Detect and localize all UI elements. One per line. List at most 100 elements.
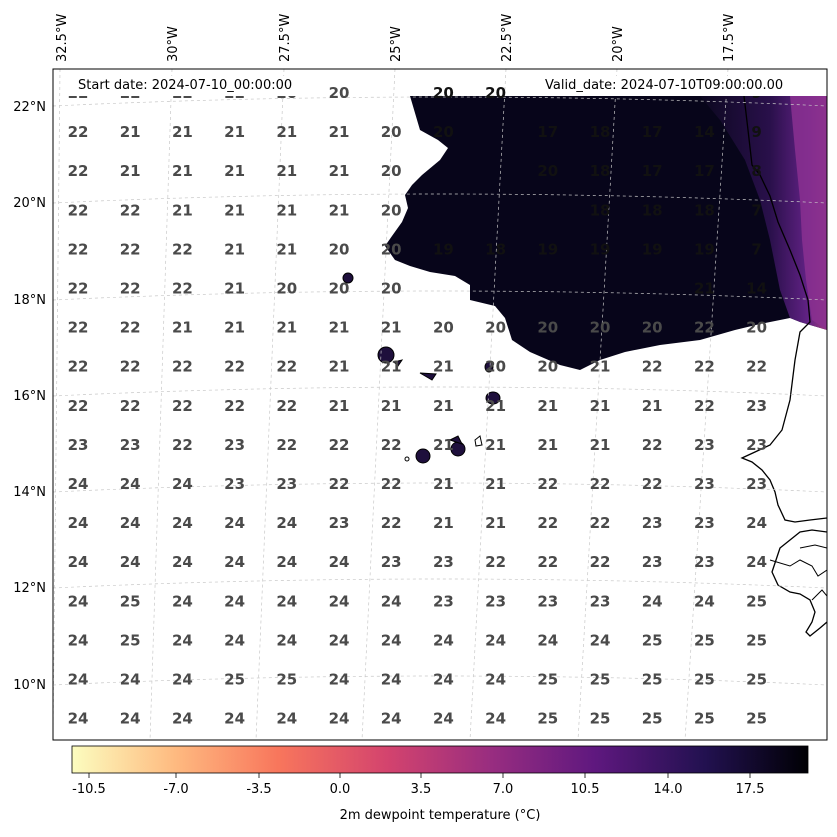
grid-value: 24 (120, 514, 141, 532)
island (419, 372, 437, 381)
grid-value: 22 (381, 514, 402, 532)
grid-value: 20 (433, 319, 454, 337)
grid-value: 22 (329, 436, 350, 454)
grid-value: 23 (590, 592, 611, 610)
lat-label: 14°N (13, 485, 46, 500)
grid-value: 24 (224, 514, 245, 532)
grid-value: 19 (433, 240, 454, 258)
grid-value: 24 (590, 631, 611, 649)
grid-value: 21 (224, 162, 245, 180)
latitude-labels: 22°N 20°N 18°N 16°N 14°N 12°N 10°N (13, 100, 46, 693)
grid-value: 22 (590, 475, 611, 493)
grid-value: 25 (537, 671, 558, 689)
grid-value: 24 (746, 553, 767, 571)
grid-value: 24 (120, 553, 141, 571)
island (342, 272, 354, 284)
grid-value: 21 (381, 397, 402, 415)
grid-value: 21 (329, 319, 350, 337)
grid-value: 22 (172, 436, 193, 454)
grid-value: 24 (120, 671, 141, 689)
colorbar-tick-label: 3.5 (411, 782, 432, 797)
grid-value: 22 (120, 319, 141, 337)
lon-label: 32.5°W (55, 14, 70, 62)
grid-value: 14 (746, 280, 767, 298)
island (485, 391, 501, 405)
grid-value: 22 (642, 358, 663, 376)
grid-value: 20 (329, 280, 350, 298)
grid-value: 17 (642, 162, 663, 180)
grid-value: 24 (485, 710, 506, 728)
grid-value: 7 (751, 201, 761, 219)
grid-value: 24 (120, 710, 141, 728)
grid-value: 22 (746, 358, 767, 376)
colorbar-tick-label: -3.5 (246, 782, 271, 797)
coastline-south (771, 529, 827, 637)
grid-value: 21 (329, 201, 350, 219)
dewpoint-field-dark (385, 96, 827, 370)
grid-value: 24 (224, 710, 245, 728)
grid-value: 21 (172, 201, 193, 219)
grid-value: 22 (120, 397, 141, 415)
grid-value: 25 (746, 592, 767, 610)
grid-value: 24 (68, 475, 89, 493)
grid-value: 9 (751, 123, 761, 141)
grid-value: 21 (276, 123, 297, 141)
lon-label: 22.5°W (500, 14, 515, 62)
grid-value: 25 (120, 592, 141, 610)
colorbar-tick-label: -10.5 (72, 782, 106, 797)
grid-value: 22 (172, 280, 193, 298)
grid-value: 24 (276, 710, 297, 728)
grid-value: 20 (642, 319, 663, 337)
grid-value: 24 (485, 671, 506, 689)
grid-value: 24 (172, 592, 193, 610)
grid-value: 24 (694, 592, 715, 610)
value-grid: 22 22 22 22 20 20 20 20 9 22 21 21 21 21 21 20 20 17 18 17 1… (68, 84, 767, 728)
grid-value: 22 (172, 358, 193, 376)
grid-value: 22 (694, 397, 715, 415)
grid-value: 8 (751, 162, 761, 180)
grid-value: 24 (433, 671, 454, 689)
grid-value: 21 (485, 475, 506, 493)
grid-value: 24 (172, 475, 193, 493)
island (377, 346, 395, 364)
grid-value: 20 (537, 358, 558, 376)
grid-value: 24 (172, 631, 193, 649)
grid-value: 22 (381, 475, 402, 493)
grid-value: 22 (694, 358, 715, 376)
grid-value: 20 (381, 123, 402, 141)
grid-value: 22 (120, 201, 141, 219)
start-date-label: Start date: 2024-07-10_00:00:00 (66, 76, 299, 96)
grid-value: 22 (485, 553, 506, 571)
grid-value: 24 (276, 631, 297, 649)
grid-value: 23 (746, 475, 767, 493)
grid-value: 23 (694, 553, 715, 571)
grid-value: 23 (329, 514, 350, 532)
grid-value: 20 (276, 280, 297, 298)
grid-value: 23 (381, 553, 402, 571)
dewpoint-field-coastal (700, 96, 827, 330)
grid-value: 20 (329, 240, 350, 258)
colorbar-ticks (88, 773, 751, 778)
grid-value: 21 (485, 397, 506, 415)
grid-value: 21 (433, 475, 454, 493)
grid-value: 20 (381, 201, 402, 219)
grid-value: 17 (694, 162, 715, 180)
grid-value: 21 (433, 436, 454, 454)
grid-value: 21 (433, 514, 454, 532)
grid-value: 20 (746, 319, 767, 337)
grid-value: 21 (433, 358, 454, 376)
grid-value: 19 (694, 240, 715, 258)
grid-value: 21 (120, 123, 141, 141)
grid-value: 18 (642, 201, 663, 219)
island (448, 435, 463, 445)
lat-label: 12°N (13, 581, 46, 596)
grid-value: 21 (590, 397, 611, 415)
colorbar-tick-label: -7.0 (163, 782, 188, 797)
grid-value: 24 (433, 710, 454, 728)
island (484, 361, 494, 373)
grid-value: 25 (276, 671, 297, 689)
grid-value: 24 (642, 592, 663, 610)
grid-value: 21 (329, 123, 350, 141)
grid-value: 21 (224, 319, 245, 337)
